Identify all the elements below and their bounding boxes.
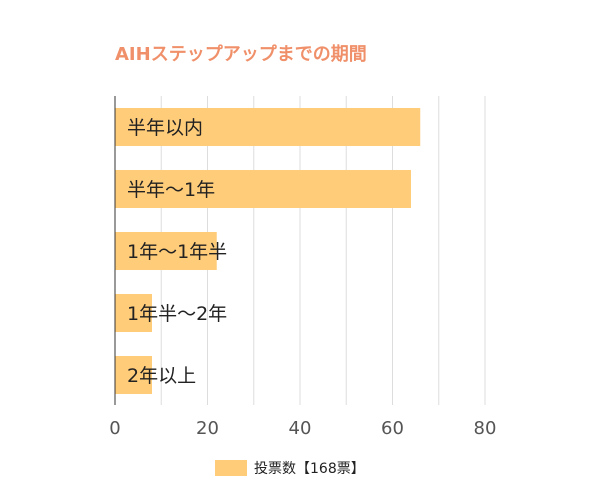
bar	[115, 170, 411, 208]
category-label: 半年～1年	[127, 179, 215, 201]
category-label: 1年半～2年	[127, 303, 227, 325]
bar	[115, 232, 217, 270]
category-label: 半年以内	[127, 117, 203, 139]
x-tick-label: 40	[289, 418, 312, 439]
legend: 投票数【168票】	[215, 458, 365, 478]
x-tick-label: 0	[109, 418, 120, 439]
x-tick-label: 80	[474, 418, 497, 439]
bar	[115, 294, 152, 332]
bar	[115, 108, 421, 146]
legend-label: 投票数【168票】	[254, 461, 365, 477]
bar	[115, 356, 152, 394]
x-tick-label: 20	[196, 418, 219, 439]
chart-title: AIHステップアップまでの期間	[115, 44, 367, 65]
legend-swatch	[215, 460, 247, 476]
x-tick-label: 60	[381, 418, 404, 439]
category-label: 1年～1年半	[127, 241, 227, 263]
category-label: 2年以上	[127, 365, 196, 387]
bars	[115, 108, 421, 394]
x-tick-labels: 0 20 40 60 80	[109, 418, 496, 439]
